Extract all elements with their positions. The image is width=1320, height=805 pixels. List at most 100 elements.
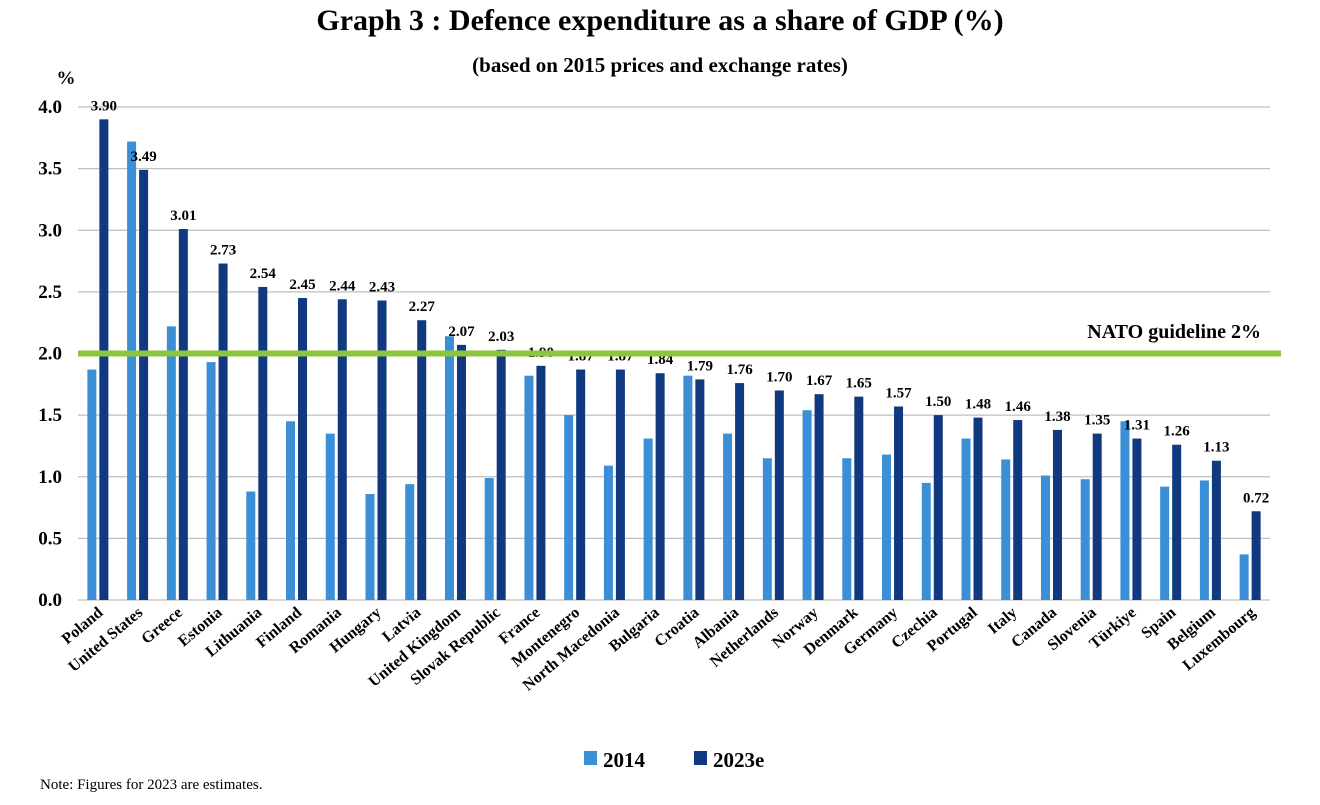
data-label: 1.79 bbox=[687, 358, 713, 374]
bar-2014 bbox=[723, 433, 733, 600]
legend-swatch-2023e bbox=[694, 751, 707, 765]
bar-2023e bbox=[218, 263, 228, 600]
bar-2023e bbox=[1132, 438, 1142, 600]
y-tick-label: 1.0 bbox=[38, 467, 62, 488]
data-label: 0.72 bbox=[1243, 490, 1269, 506]
bar-2023e bbox=[377, 300, 387, 600]
chart-subtitle: (based on 2015 prices and exchange rates… bbox=[472, 53, 848, 77]
data-label: 2.07 bbox=[448, 324, 475, 340]
bar-2023e bbox=[1172, 444, 1182, 600]
data-label: 3.01 bbox=[170, 208, 196, 224]
y-tick-label: 3.5 bbox=[38, 159, 62, 180]
bar-2023e bbox=[655, 373, 665, 600]
bar-2023e bbox=[1211, 460, 1221, 600]
bar-2014 bbox=[1120, 421, 1130, 600]
data-label: 1.35 bbox=[1084, 413, 1110, 429]
data-label: 2.43 bbox=[369, 280, 395, 296]
bar-2023e bbox=[139, 169, 149, 601]
bar-2023e bbox=[456, 344, 466, 600]
legend-label-2023e: 2023e bbox=[713, 748, 764, 772]
bar-2014 bbox=[325, 433, 335, 600]
bar-2014 bbox=[961, 438, 971, 600]
data-label: 1.70 bbox=[766, 369, 792, 385]
y-tick-label: 0.5 bbox=[38, 528, 62, 549]
bar-2014 bbox=[127, 141, 137, 600]
data-label: 3.49 bbox=[130, 149, 156, 165]
bar-2023e bbox=[973, 417, 983, 600]
data-label: 2.27 bbox=[409, 299, 436, 315]
bar-2014 bbox=[246, 491, 256, 600]
bar-2023e bbox=[1052, 429, 1062, 600]
bar-2014 bbox=[405, 484, 415, 600]
bar-2023e bbox=[258, 286, 268, 600]
data-label: 1.31 bbox=[1124, 418, 1150, 434]
bar-2014 bbox=[87, 369, 97, 600]
data-label: 1.67 bbox=[806, 373, 833, 389]
bar-2014 bbox=[683, 375, 693, 600]
data-label: 1.26 bbox=[1164, 424, 1191, 440]
bar-2014 bbox=[762, 458, 772, 600]
bar-2014 bbox=[921, 482, 931, 600]
bar-2014 bbox=[1160, 486, 1170, 600]
y-tick-label: 0.0 bbox=[38, 590, 62, 611]
bar-2023e bbox=[1013, 420, 1023, 600]
bar-2023e bbox=[735, 383, 745, 600]
legend-label-2014: 2014 bbox=[603, 748, 646, 772]
y-tick-label: 4.0 bbox=[38, 97, 62, 118]
bar-2023e bbox=[337, 299, 347, 600]
bar-2014 bbox=[802, 410, 812, 600]
bar-2023e bbox=[576, 369, 586, 600]
data-label: 1.57 bbox=[885, 385, 912, 401]
bar-2014 bbox=[564, 415, 574, 600]
bar-2023e bbox=[854, 396, 864, 600]
legend-swatch-2014 bbox=[584, 751, 597, 765]
y-tick-label: 2.0 bbox=[38, 344, 62, 365]
nato-guideline-label: NATO guideline 2% bbox=[1087, 321, 1261, 343]
data-label: 1.48 bbox=[965, 397, 991, 413]
data-label: 1.38 bbox=[1044, 409, 1070, 425]
data-label: 3.90 bbox=[91, 98, 117, 114]
bar-2014 bbox=[1199, 480, 1209, 600]
data-label: 2.45 bbox=[289, 277, 315, 293]
bar-2023e bbox=[615, 369, 625, 600]
footnote: Note: Figures for 2023 are estimates. bbox=[40, 777, 263, 793]
bar-2023e bbox=[99, 119, 109, 600]
data-label: 1.50 bbox=[925, 394, 951, 410]
chart-title: Graph 3 : Defence expenditure as a share… bbox=[316, 4, 1004, 37]
bar-2014 bbox=[1040, 475, 1050, 600]
data-label: 1.76 bbox=[726, 362, 753, 378]
bar-2023e bbox=[178, 229, 188, 600]
bar-2014 bbox=[286, 421, 296, 600]
bar-2023e bbox=[1092, 433, 1102, 600]
bar-2014 bbox=[1239, 554, 1249, 600]
bar-2023e bbox=[814, 394, 824, 600]
bar-2014 bbox=[524, 375, 534, 600]
bar-2014 bbox=[444, 336, 454, 600]
bar-2023e bbox=[695, 379, 705, 600]
bar-2023e bbox=[298, 298, 308, 600]
data-label: 2.54 bbox=[250, 266, 277, 282]
data-label: 2.03 bbox=[488, 329, 514, 345]
bar-2023e bbox=[774, 390, 784, 600]
bar-2023e bbox=[536, 365, 546, 600]
bar-2014 bbox=[1001, 459, 1011, 600]
data-label: 1.65 bbox=[846, 376, 872, 392]
bar-2014 bbox=[166, 326, 176, 600]
data-label: 1.46 bbox=[1005, 399, 1032, 415]
bar-2023e bbox=[417, 320, 427, 600]
bar-2023e bbox=[894, 406, 904, 600]
bar-2014 bbox=[603, 465, 613, 600]
y-tick-label: 2.5 bbox=[38, 282, 62, 303]
data-label: 2.44 bbox=[329, 278, 356, 294]
y-tick-label: 1.5 bbox=[38, 405, 62, 426]
bar-2023e bbox=[496, 349, 506, 600]
bar-2014 bbox=[842, 458, 852, 600]
bar-2014 bbox=[365, 494, 375, 600]
bar-2014 bbox=[206, 362, 216, 600]
bar-2014 bbox=[484, 477, 494, 600]
bar-2014 bbox=[643, 438, 653, 600]
bar-2023e bbox=[933, 415, 943, 600]
bar-2014 bbox=[1080, 479, 1090, 600]
bar-2014 bbox=[882, 454, 892, 600]
